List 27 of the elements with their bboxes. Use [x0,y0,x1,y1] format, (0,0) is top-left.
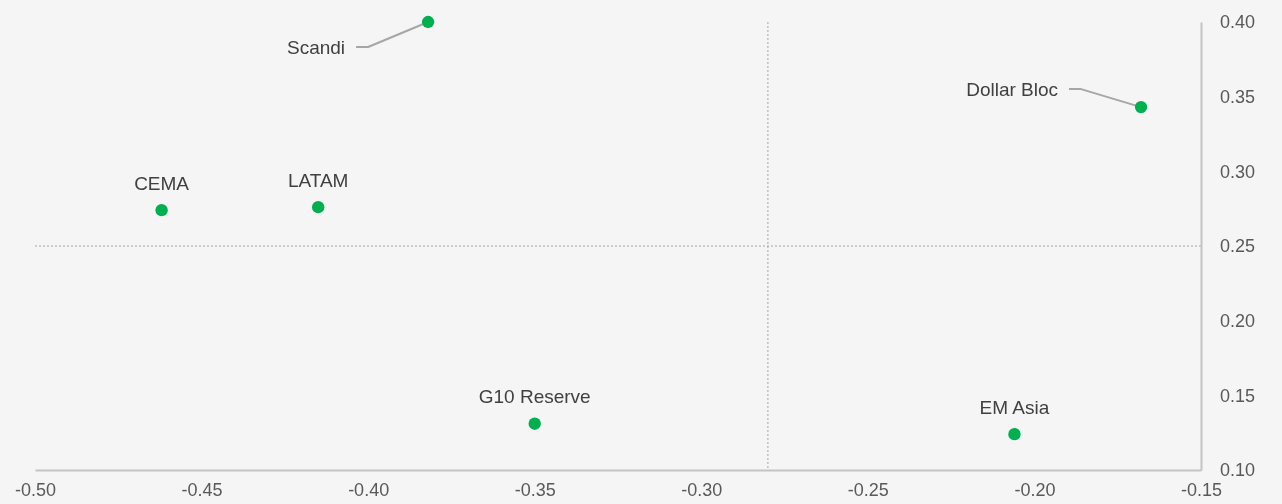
x-tick-label: -0.35 [514,479,556,500]
y-tick-label: 0.10 [1220,460,1256,481]
series-label: EM Asia [979,396,1050,418]
x-tick-label: -0.25 [847,479,889,500]
series-label: G10 Reserve [478,386,591,408]
y-tick-label: 0.25 [1220,236,1256,257]
x-tick-label: -0.40 [348,479,390,500]
x-tick-label: -0.15 [1180,479,1223,500]
text: Scandi [287,36,346,58]
x-tick-label: -0.45 [181,479,223,500]
text: Dollar Bloc [966,78,1059,100]
point [155,203,168,217]
point [311,201,325,214]
point [1134,100,1148,114]
point [528,417,541,430]
x-tick-label: -0.50 [14,479,57,500]
point [421,15,435,29]
y-tick-label: 0.40 [1220,12,1256,33]
y-tick-label: 0.30 [1220,161,1256,182]
series-label: LATAM [287,169,349,191]
y-tick-label: 0.15 [1220,385,1256,406]
y-tick-label: 0.20 [1220,310,1256,331]
x-tick-label: -0.20 [1014,479,1056,500]
series-label: CEMA [134,172,190,194]
x-tick-label: -0.30 [681,479,723,500]
y-tick-label: 0.35 [1220,86,1256,107]
point [1008,427,1021,441]
